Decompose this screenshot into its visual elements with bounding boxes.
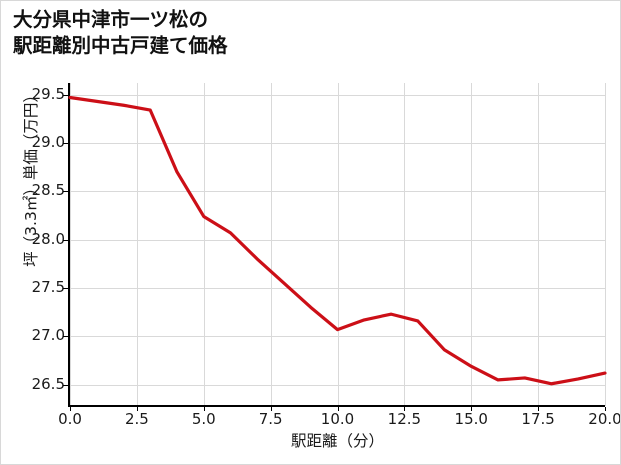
x-tick-label: 20.0: [588, 410, 621, 428]
x-gridline: [404, 83, 406, 406]
x-tick-label: 12.5: [387, 410, 422, 428]
x-tick-mark: [404, 407, 406, 411]
chart-title-line2: 駅距離別中古戸建て価格: [13, 34, 228, 57]
x-gridline: [471, 83, 473, 406]
x-tick-label: 15.0: [454, 410, 488, 428]
x-tick-mark: [471, 407, 473, 411]
y-tick-mark: [63, 384, 68, 386]
x-gridline: [136, 83, 138, 406]
x-tick-mark: [70, 407, 71, 411]
y-tick-mark: [63, 142, 68, 144]
x-gridline: [270, 83, 272, 406]
y-tick-mark: [63, 336, 68, 338]
chart-title-line1: 大分県中津市一ツ松の: [13, 8, 209, 31]
plot-area: [70, 83, 606, 406]
y-tick-mark: [63, 288, 68, 290]
y-tick-label-group: 26.5 27.0 27.5 28.0 28.5 29.0 29.5: [13, 1, 65, 464]
x-gridline: [538, 83, 540, 406]
chart-title: 大分県中津市一ツ松の 駅距離別中古戸建て価格: [13, 7, 433, 59]
x-tick-mark: [538, 407, 540, 411]
x-tick-mark: [136, 407, 138, 411]
y-axis-label: 坪（3.3㎡）単価（万円）: [22, 87, 40, 267]
y-tick-mark: [63, 94, 68, 96]
x-tick-mark: [203, 407, 205, 411]
y-tick-mark: [63, 191, 68, 193]
x-tick-mark: [605, 407, 606, 411]
y-tick-label: 27.0: [31, 326, 65, 345]
x-tick-label: 5.0: [191, 410, 216, 428]
x-tick-label: 7.5: [258, 410, 283, 428]
x-gridline: [203, 83, 205, 406]
y-tick-label: 29.0: [31, 132, 65, 151]
x-tick-label: 0.0: [58, 410, 82, 428]
y-axis-spine: [68, 83, 70, 407]
y-tick-mark: [63, 239, 68, 241]
x-tick-mark: [337, 407, 339, 411]
y-tick-label: 28.5: [31, 181, 65, 200]
y-tick-label: 26.5: [31, 374, 65, 393]
x-axis-spine: [68, 405, 605, 407]
x-tick-label: 10.0: [320, 410, 355, 428]
x-tick-mark: [270, 407, 272, 411]
y-tick-label: 28.0: [31, 229, 65, 248]
x-gridline: [337, 83, 339, 406]
x-gridline: [70, 83, 71, 406]
y-tick-label: 27.5: [31, 278, 65, 297]
x-gridline: [605, 83, 606, 406]
x-tick-label: 17.5: [521, 410, 555, 428]
y-tick-label: 29.5: [31, 84, 65, 103]
x-tick-label: 2.5: [124, 410, 149, 428]
x-axis-label: 駅距離（分）: [290, 432, 384, 450]
